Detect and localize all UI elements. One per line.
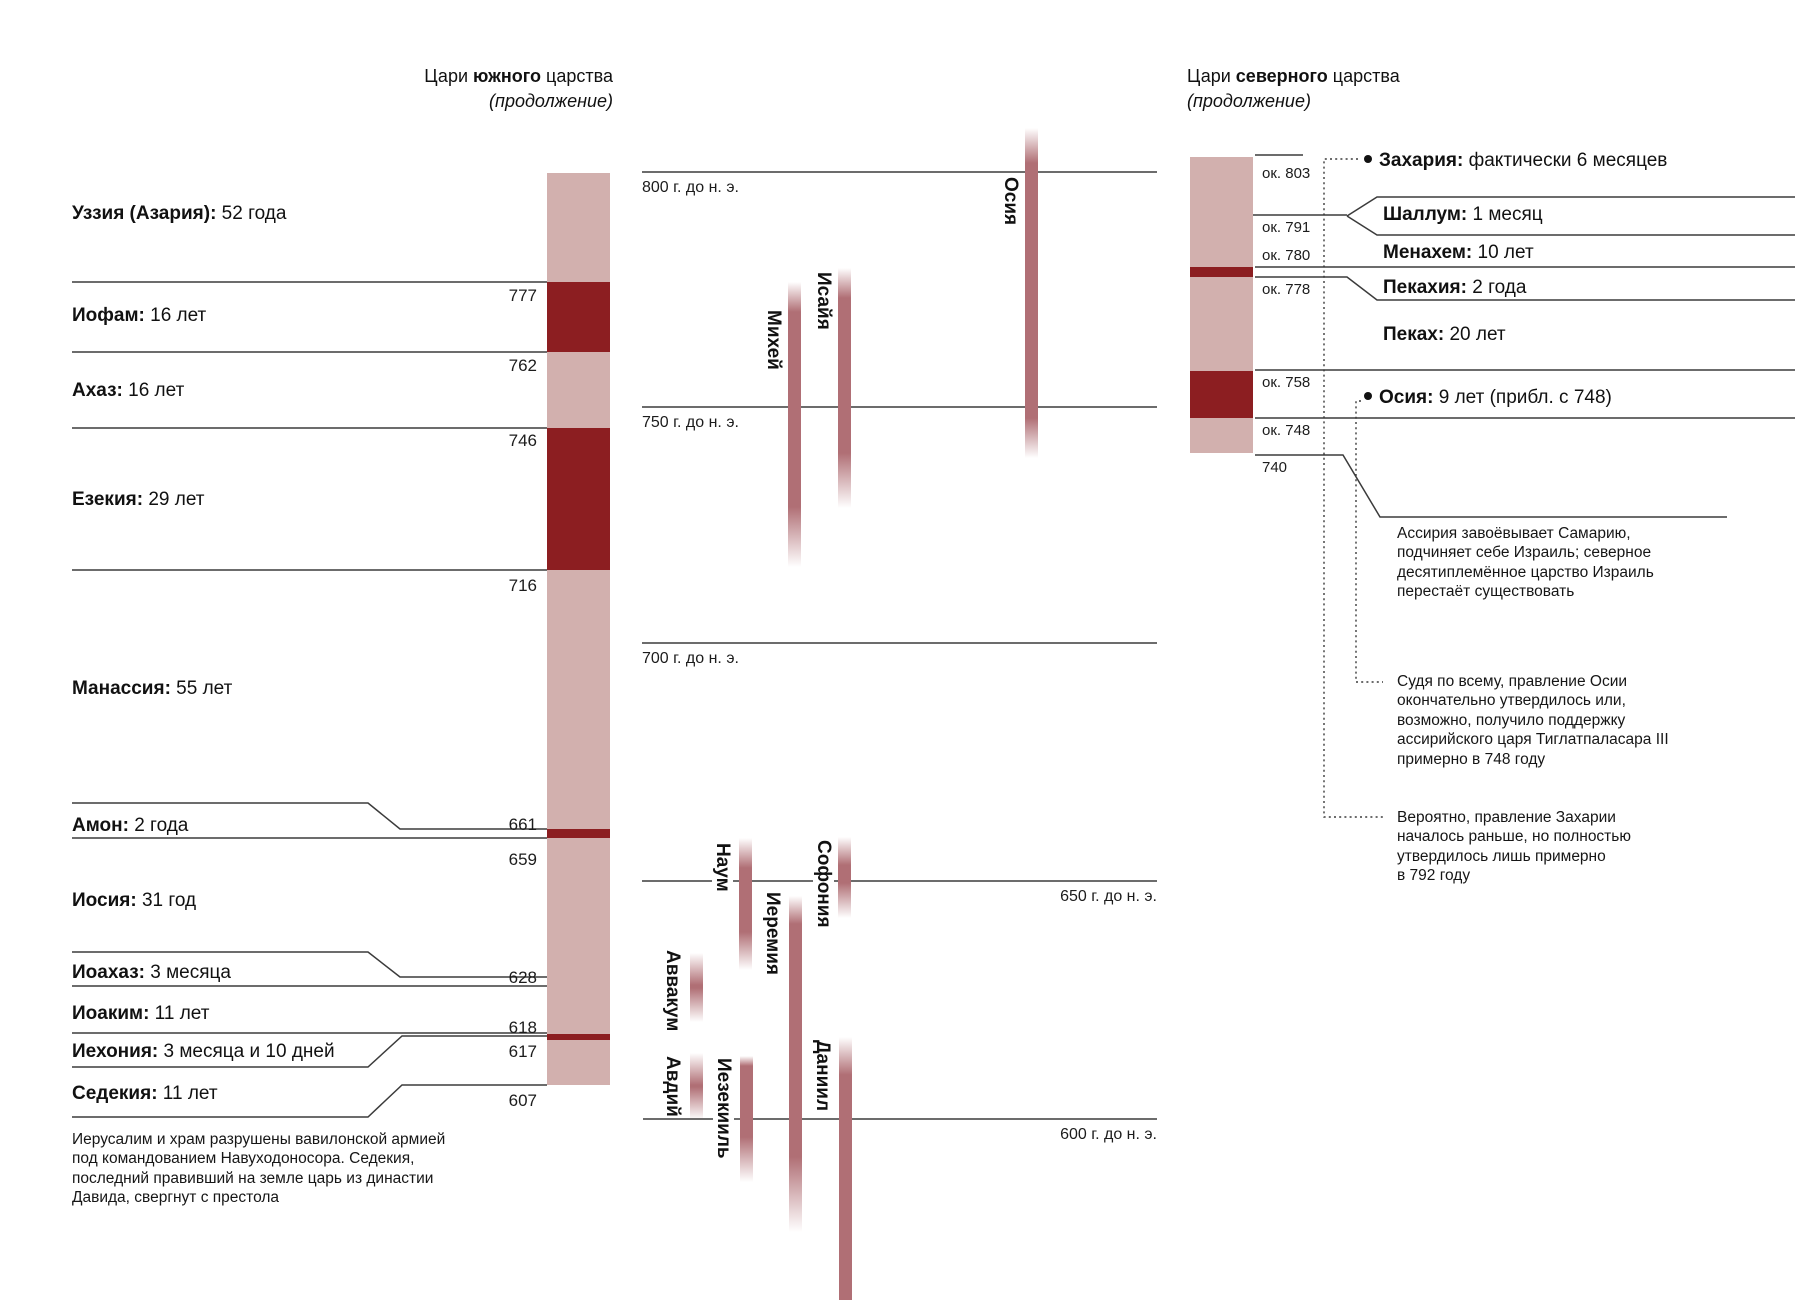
south-king-3: Езекия: 29 лет — [72, 489, 205, 510]
north-header: Цари северного царства (продолжение) — [1187, 64, 1400, 114]
south-king-4: Манассия: 55 лет — [72, 678, 233, 699]
prophet-bar-7 — [690, 1053, 703, 1120]
rule-line-24 — [1255, 454, 1727, 518]
timeline-label-800: 800 г. до н. э. — [642, 179, 739, 196]
rule-line-6 — [72, 951, 547, 978]
south-year-661: 661 — [508, 815, 537, 834]
prophet-label-0: Осия — [1000, 176, 1021, 227]
timeline-label-750: 750 г. до н. э. — [642, 414, 739, 431]
south-year-628: 628 — [508, 968, 537, 987]
prophet-label-3: Наум — [712, 842, 733, 893]
prophet-bar-9 — [839, 1037, 852, 1300]
assyria-note: Ассирия завоёвывает Самарию, подчиняет с… — [1397, 525, 1654, 601]
dotted-connector-1 — [1355, 400, 1383, 683]
north-year-2: ок. 780 — [1262, 247, 1311, 264]
north-year-6: 740 — [1262, 459, 1288, 476]
south-king-10: Седекия: 11 лет — [72, 1083, 218, 1104]
prophet-label-8: Иезекииль — [713, 1057, 734, 1160]
south-king-5: Амон: 2 года — [72, 815, 189, 836]
rule-line-19 — [1346, 215, 1795, 236]
prophet-bar-4 — [838, 837, 851, 918]
prophet-bar-6 — [690, 953, 703, 1022]
north-king-1: Шаллум: 1 месяц — [1383, 204, 1543, 225]
south-kings-bar-dark-segment-1 — [547, 428, 610, 570]
prophet-label-6: Аввакум — [662, 949, 683, 1033]
south-year-607: 607 — [508, 1091, 537, 1110]
rule-line-4 — [72, 802, 547, 830]
south-kings-bar-dark-segment-2 — [547, 829, 610, 838]
prophet-bar-8 — [740, 1056, 753, 1182]
north-king-bullet-0 — [1364, 155, 1372, 163]
north-header-subtitle: (продолжение) — [1187, 91, 1311, 111]
timeline-label-600: 600 г. до н. э. — [1060, 1126, 1157, 1143]
south-year-746: 746 — [508, 431, 537, 450]
north-year-5: ок. 748 — [1262, 422, 1311, 439]
south-king-8: Иоаким: 11 лет — [72, 1003, 210, 1024]
prophet-label-9: Даниил — [812, 1039, 833, 1113]
north-king-bullet-5 — [1364, 392, 1372, 400]
south-header-subtitle: (продолжение) — [489, 91, 613, 111]
south-king-2: Ахаз: 16 лет — [72, 380, 185, 401]
south-year-762: 762 — [508, 356, 537, 375]
south-header: Цари южного царства (продолжение) — [313, 64, 613, 114]
north-king-0: Захария: фактически 6 месяцев — [1379, 150, 1668, 171]
south-king-0: Уззия (Азария): 52 года — [72, 203, 287, 224]
south-king-6: Иосия: 31 год — [72, 890, 197, 911]
prophet-label-7: Авдий — [662, 1055, 683, 1118]
south-footnote: Иерусалим и храм разрушены вавилонской а… — [72, 1131, 446, 1207]
south-header-title: Цари южного царства — [424, 66, 613, 86]
south-king-1: Иофам: 16 лет — [72, 305, 207, 326]
south-year-617: 617 — [508, 1042, 537, 1061]
north-header-title: Цари северного царства — [1187, 66, 1400, 86]
south-year-618: 618 — [508, 1018, 537, 1037]
north-kings-bar-dark-segment-0 — [1190, 267, 1253, 277]
north-king-4: Пеках: 20 лет — [1383, 324, 1506, 345]
prophet-label-1: Михей — [763, 309, 784, 371]
prophet-label-4: Софония — [813, 839, 834, 929]
south-king-9: Иехония: 3 месяца и 10 дней — [72, 1041, 335, 1062]
north-year-0: ок. 803 — [1262, 165, 1311, 182]
rule-line-9 — [72, 1035, 547, 1068]
dotted-connector-0 — [1323, 158, 1383, 818]
north-king-3: Пекахия: 2 года — [1383, 277, 1527, 298]
south-year-716: 716 — [508, 576, 537, 595]
north-king-2: Менахем: 10 лет — [1383, 242, 1534, 263]
prophet-label-2: Исайя — [813, 271, 834, 331]
north-year-3: ок. 778 — [1262, 281, 1311, 298]
prophet-bar-0 — [1025, 128, 1038, 458]
prophet-label-5: Иеремия — [762, 891, 783, 976]
rule-line-18 — [1346, 196, 1795, 217]
south-kings-bar-dark-segment-3 — [547, 1034, 610, 1040]
timeline-label-650: 650 г. до н. э. — [1060, 888, 1157, 905]
north-kings-bar-dark-segment-1 — [1190, 371, 1253, 418]
zechariah-note: Вероятно, правление Захарии началось ран… — [1397, 809, 1631, 885]
south-year-777: 777 — [508, 286, 537, 305]
north-king-5: Осия: 9 лет (прибл. с 748) — [1379, 387, 1612, 408]
rule-line-21 — [1255, 276, 1795, 301]
south-kings-bar-dark-segment-0 — [547, 282, 610, 352]
north-year-4: ок. 758 — [1262, 374, 1311, 391]
rule-line-10 — [72, 1084, 547, 1118]
prophet-bar-3 — [739, 838, 752, 970]
prophet-bar-1 — [788, 282, 801, 567]
prophet-bar-5 — [789, 896, 802, 1232]
south-king-7: Иоахаз: 3 месяца — [72, 962, 231, 983]
prophet-bar-2 — [838, 268, 851, 508]
hoshea-note: Судя по всему, правление Осии окончатель… — [1397, 673, 1669, 768]
timeline-label-700: 700 г. до н. э. — [642, 650, 739, 667]
south-year-659: 659 — [508, 850, 537, 869]
north-year-1: ок. 791 — [1262, 219, 1311, 236]
